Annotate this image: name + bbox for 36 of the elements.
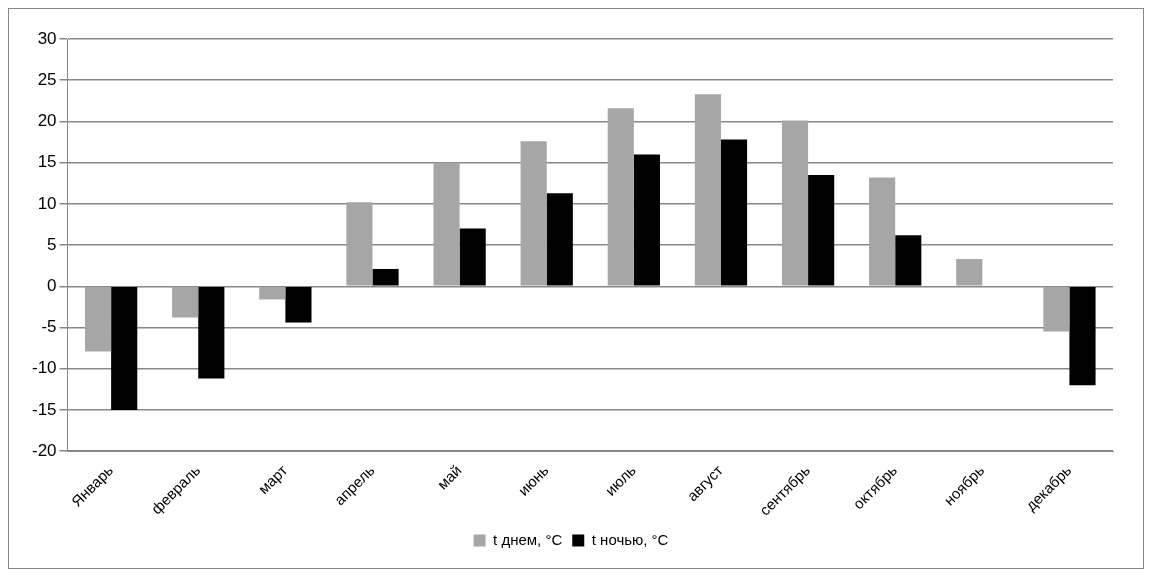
y-tick-label: 30 [37, 28, 57, 48]
bar [720, 139, 748, 286]
bar [808, 175, 835, 286]
bar [172, 287, 199, 318]
bar [869, 177, 896, 286]
bar [546, 193, 573, 286]
y-tick-label: -10 [31, 358, 57, 378]
y-tick-label: 0 [47, 275, 57, 295]
bar [1069, 287, 1096, 386]
bar [895, 235, 922, 286]
y-tick-label: 25 [37, 69, 57, 89]
bar [1043, 287, 1070, 332]
bar [694, 94, 721, 286]
bar [459, 228, 486, 286]
bar [285, 287, 312, 323]
y-tick-label: -5 [41, 317, 57, 337]
bar [433, 162, 460, 286]
bar [781, 120, 809, 286]
bar [198, 287, 225, 379]
bar [372, 268, 399, 286]
bar [633, 154, 660, 286]
y-tick-label: 20 [37, 111, 57, 131]
y-tick-label: 5 [47, 234, 57, 254]
bar [346, 202, 373, 286]
y-tick-label: -15 [31, 399, 57, 419]
y-tick-label: 10 [37, 193, 57, 213]
legend-label: t ночью, °C [591, 530, 669, 548]
y-tick-label: 15 [37, 152, 57, 172]
bar [520, 141, 547, 286]
bar [259, 287, 286, 300]
y-tick-label: -20 [31, 440, 57, 460]
bar [84, 287, 112, 352]
legend-label: t днем, °C [493, 530, 563, 548]
bar [111, 287, 138, 410]
bar [607, 108, 634, 286]
bar [956, 259, 983, 286]
